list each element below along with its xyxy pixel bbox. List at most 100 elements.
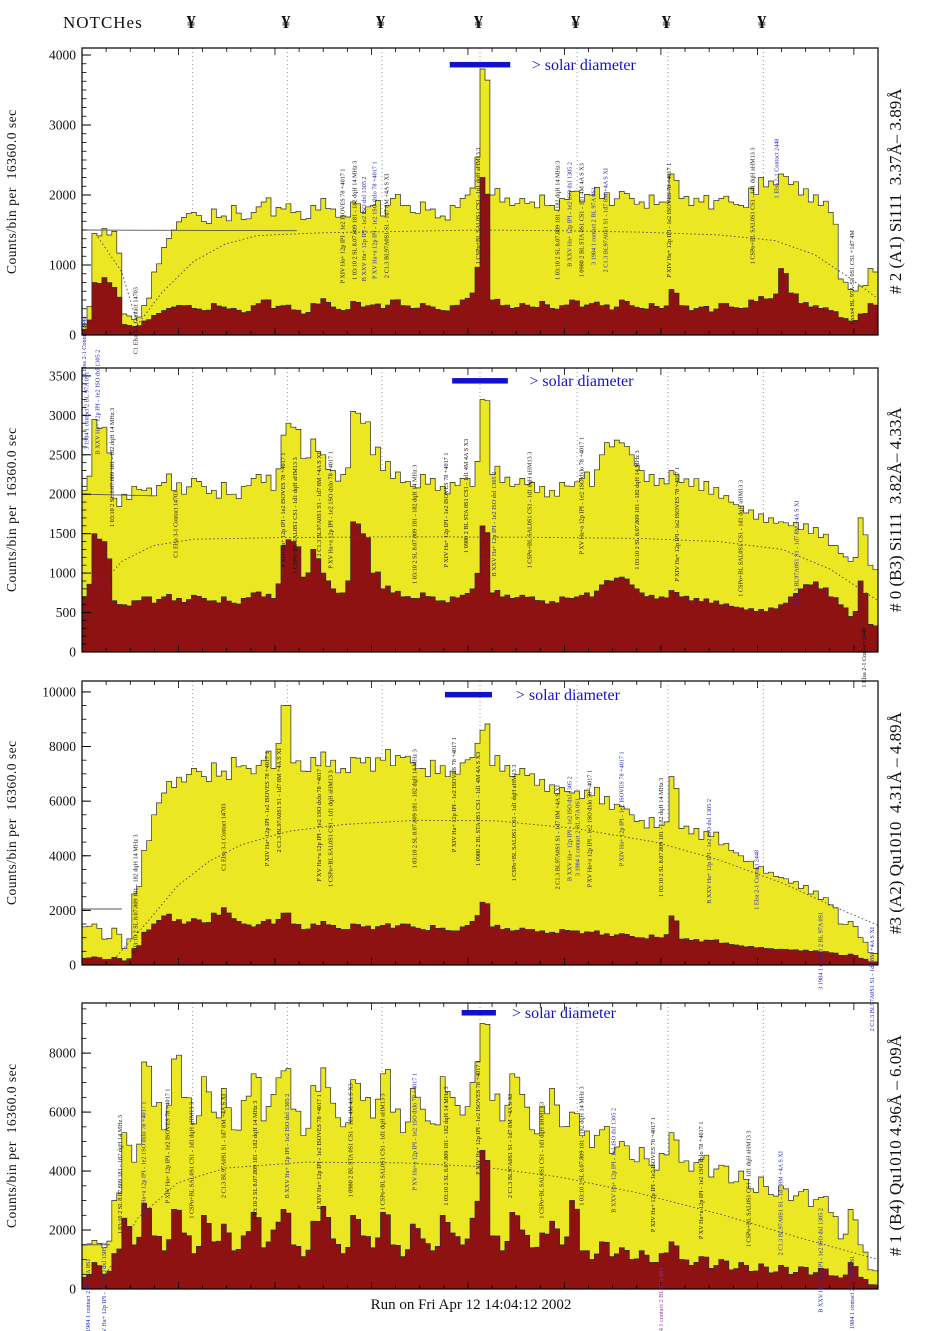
plot-area: 0 1000 2000 3000 4000 > solar diameter 1 Elsa … [49, 47, 879, 376]
flare-annotation: P XIV Ha+ 12p IPI - 1e2 ISOVES 78 +4017 … [650, 1117, 657, 1232]
svg-text:0: 0 [69, 958, 76, 973]
notch-symbol: ¥ [281, 12, 291, 32]
flare-annotation: 2 C1.3 BL97A0S1 S1 - 1d7 8M +4A S XI [793, 500, 800, 604]
svg-text:2000: 2000 [49, 903, 76, 918]
flare-annotation: 1 03:10 2 SL 8.07.809 181 - 182 dqH 14 M… [352, 161, 359, 280]
flare-annotation: 1 Elsa 2-1 Contact 2448 [861, 628, 868, 688]
svg-text:8000: 8000 [49, 739, 76, 754]
notch-symbol: ¥ [186, 12, 196, 32]
flare-annotation: P XIV Ha+ 12p IPI - 1e2 ISOVES 78 +4017 … [165, 1089, 172, 1204]
flare-annotation: B XXV Ha+ 12p IPI - 1e2 ISO dxl 1305 2 [610, 1108, 617, 1213]
run-timestamp: Run on Fri Apr 12 14:04:12 2002 [370, 1297, 572, 1313]
flare-annotation: 1 CSPo+BL SAL0S1 CS1 - 1d1 dqH aHM13 3 [511, 765, 518, 882]
flare-annotation: P XV Ha+a 12p IPI - 1e2 1SO dxlo 78 +401… [372, 161, 379, 279]
flare-annotation: 1 03:10 2 SL 8.07.809 181 - 182 dqH 14 M… [117, 1115, 124, 1234]
solar-diameter-label: > solar diameter [516, 687, 621, 704]
flare-annotation: C1 Elsa 3-1 Contact 14703 [133, 287, 140, 354]
flare-annotation: 1 03:10 2 SL 8.07.809 181 - 182 dqH 14 M… [555, 161, 562, 280]
flare-annotation: 3 1984 1 contact 2 BL 97A 0S1 [83, 372, 90, 450]
flare-annotation: P XIV Ha+ 12p IPI - 1e2 ISOVES 78 +4017 … [316, 1094, 323, 1209]
flare-annotation: 2 C1.3 BL97A0S1 S1 - 1d7 8M +4A S XI [383, 174, 390, 278]
notch-symbol: ¥ [376, 12, 386, 32]
flare-annotation: P XV Ha+a 12p IPI - 1e2 1SO dxlo 78 +401… [141, 1102, 148, 1220]
svg-text:6000: 6000 [49, 1105, 76, 1120]
flare-annotation: 1 CSPo+BL SAL0S1 CS1 - 1d1 dqH aHM13 3 [379, 1093, 386, 1210]
notch-symbol: ¥ [661, 12, 671, 32]
flare-annotation: 1 CSPo+BL SAL0S1 CS1 - 1d1 dqH aHM13 3 [539, 1102, 546, 1219]
plot-area: 0 2000 4000 6000 8000 10000 > solar diameter 1 … [42, 680, 879, 1031]
svg-text:3000: 3000 [49, 408, 76, 423]
flare-annotation: 3 1984 1 contact 2 BL 97A 0S1 [575, 798, 582, 876]
svg-text:500: 500 [56, 605, 77, 620]
flare-annotation: 2 C1.3 BL97A0S1 S1 - 1d7 8M +4A S XI [507, 1094, 514, 1198]
spectrum-panel-a1: Counts/bin per 16360.0 sec # 2 (A1) Si11… [0, 47, 942, 376]
svg-text:0: 0 [69, 645, 76, 660]
svg-text:0: 0 [69, 328, 76, 343]
svg-text:4000: 4000 [49, 1164, 76, 1179]
svg-text:8000: 8000 [49, 1046, 76, 1061]
flare-annotation: 3 1984 1 contact 2 BL 97A 0S1 [817, 912, 824, 990]
flare-annotation: 1 03:10 2 SL 8.07.809 181 - 182 dqH 14 M… [252, 1101, 259, 1220]
flare-annotation: B XXV Ha+ 12p IPI - 1e2 ISO dxl 1305 2 [567, 162, 574, 267]
svg-text:1000: 1000 [49, 566, 76, 581]
svg-text:1500: 1500 [49, 526, 76, 541]
svg-text:1000: 1000 [49, 258, 76, 273]
flare-annotation: 1 03:10 2 SL 8.07.809 181 - 182 dqH 14 M… [133, 834, 140, 953]
svg-text:2000: 2000 [49, 487, 76, 502]
spectrum-panel-a2: Counts/bin per 16360.0 sec #3 (A2) Qu101… [0, 680, 942, 1031]
flare-annotation: B XXV Ha+ 12p IPI - 1e2 ISO dxl 1305 2 [706, 799, 713, 904]
flare-annotation: 1 0980 2 BL STA 0S1 CS1 - 1d1 4M 4A S X3 [463, 439, 470, 553]
svg-text:4000: 4000 [49, 848, 76, 863]
svg-text:3000: 3000 [49, 118, 76, 133]
solar-diameter-label: > solar diameter [529, 373, 634, 390]
plot-area: 0 500 1000 1500 2000 2500 3000 3500 > solar diam… [49, 350, 879, 688]
flare-annotation: P XIV Ha+ 12p IPI - 1e2 ISOVES 78 +4017 … [340, 168, 347, 283]
spectrum-panel-b3: Counts/bin per 16360.0 sec # 0 (B3) Si11… [0, 350, 942, 688]
flare-annotation: P XIV Ha+ 12p IPI - 1e2 ISOVES 78 +4017 … [674, 467, 681, 582]
svg-text:4000: 4000 [49, 48, 76, 63]
flare-annotation: P XIV Ha+ 12p IPI - 1e2 ISOVES 78 +4017 … [475, 1060, 482, 1175]
notch-symbol: ¥ [757, 12, 767, 32]
flare-annotation: 3 1984 1 contact 2 BL 97A 0S1 [85, 1259, 92, 1331]
flare-annotation: 1 03:10 2 SL 8.07.809 181 - 182 dqH 14 M… [443, 1086, 450, 1205]
flare-annotation: 1 0980 2 BL STA 0S1 CS1 - 1d1 4M 4A S X3 [475, 752, 482, 866]
flare-annotation: P XIV Ha+ 12p IPI - 1e2 ISOVES 78 +4017 … [618, 751, 625, 866]
solar-diameter-label: > solar diameter [512, 1005, 617, 1022]
notches-title: NOTCHes [63, 13, 143, 32]
flare-annotation: P XV Ha+a 12p IPI - 1e2 1SO dxlo 78 +401… [328, 451, 335, 569]
flare-annotation: 3 1984 1 contact 2 BL 97A 0S1 [590, 187, 597, 265]
flare-annotation: 2 C1.3 BL97A0S1 S1 - 1d7 8M +4A S XI [777, 1151, 784, 1255]
svg-text:2000: 2000 [49, 188, 76, 203]
flare-annotation: B XXV Ha+ 12p IPI - 1e2 ISO dxl 1305 2 [361, 176, 368, 281]
notch-symbol: ¥ [474, 12, 483, 32]
flare-annotation: 2 C1.3 BL97A0S1 S1 - 1d7 8M +4A S XI [602, 168, 609, 272]
solar-diameter-label: > solar diameter [532, 57, 637, 74]
flare-annotation: 1 CSPo+BL SAL0S1 CS1 - 1d1 dqH aHM13 3 [746, 1131, 753, 1248]
svg-text:10000: 10000 [42, 684, 76, 699]
flare-annotation: P XIV Ha+ 12p IPI - 1e2 ISOVES 78 +4017 … [264, 751, 271, 866]
flare-annotation: 1 CSPo+BL SAL0S1 CS1 - 1d1 dqH aHM13 3 [527, 452, 534, 569]
svg-text:6000: 6000 [49, 794, 76, 809]
flare-annotation: P XV Ha+a 12p IPI - 1e2 1SO dxlo 78 +401… [578, 437, 585, 555]
flare-annotation: C1 Elsa 3-1 Contact 14703 [173, 491, 180, 558]
flare-annotation: B XXV Ha+ 12p IPI - 1e2 ISO dxl 1305 2 [284, 1094, 291, 1199]
flare-annotation: P XV Ha+a 12p IPI - 1e2 1SO dxlo 78 +401… [316, 764, 323, 882]
spectrum-panel-b4: Counts/bin per 16360.0 sec # 1 (B4) Qu10… [0, 1002, 942, 1331]
flare-annotation: P XIV Ha+ 12p IPI - 1e2 ISOVES 78 +4017 … [451, 737, 458, 852]
flare-annotation: P XIV Ha+ 12p IPI - 1e2 ISOVES 78 +4017 … [666, 163, 673, 278]
plot-area: 0 2000 4000 6000 8000 > solar diameter 3 1984 … [49, 1002, 879, 1331]
flare-annotation: 1 CSPo+BL SAL0S1 CS1 - 1d1 dqH aHM13 3 [328, 770, 335, 887]
flare-annotation: 2 C1.3 BL97A0S1 S1 - 1d7 8M +4A S XI [220, 1094, 227, 1198]
flare-annotation: 1 Elsa 2-1 Contact 2448 [81, 317, 88, 377]
flare-annotation: B XXV Ha+ 12p IPI - 1e2 ISO dxl 1305 2 [817, 1208, 824, 1313]
flare-annotation: 1 03:10 2 SL 8.07.809 181 - 182 dqH 14 M… [634, 450, 641, 569]
flare-annotation: B XXV Ha+ 12p IPI - 1e2 ISO dxl 1305 2 [95, 350, 102, 455]
flare-annotation: 1 CSPo+BL SAL0S1 CS1 - 1d1 dqH aHM13 3 [750, 147, 757, 264]
flare-annotation: 3 1984 1 contact 2 BL 97A 0S1 [658, 1267, 665, 1331]
flare-annotation: 2 C1.3 BL97A0S1 S1 - 1d7 8M +4A S XI [555, 785, 562, 889]
flare-annotation: P XIV Ha+ 12p IPI - 1e2 ISOVES 78 +4017 … [280, 453, 287, 568]
flare-annotation: 1 03:10 2 SL 8.07.809 181 - 182 dqH 14 M… [109, 408, 116, 527]
flare-annotation: P XV Ha+a 12p IPI - 1e2 1SO dxlo 78 +401… [586, 770, 593, 888]
flare-annotation: C1 Elsa 3-1 Contact 14703 [220, 804, 227, 871]
